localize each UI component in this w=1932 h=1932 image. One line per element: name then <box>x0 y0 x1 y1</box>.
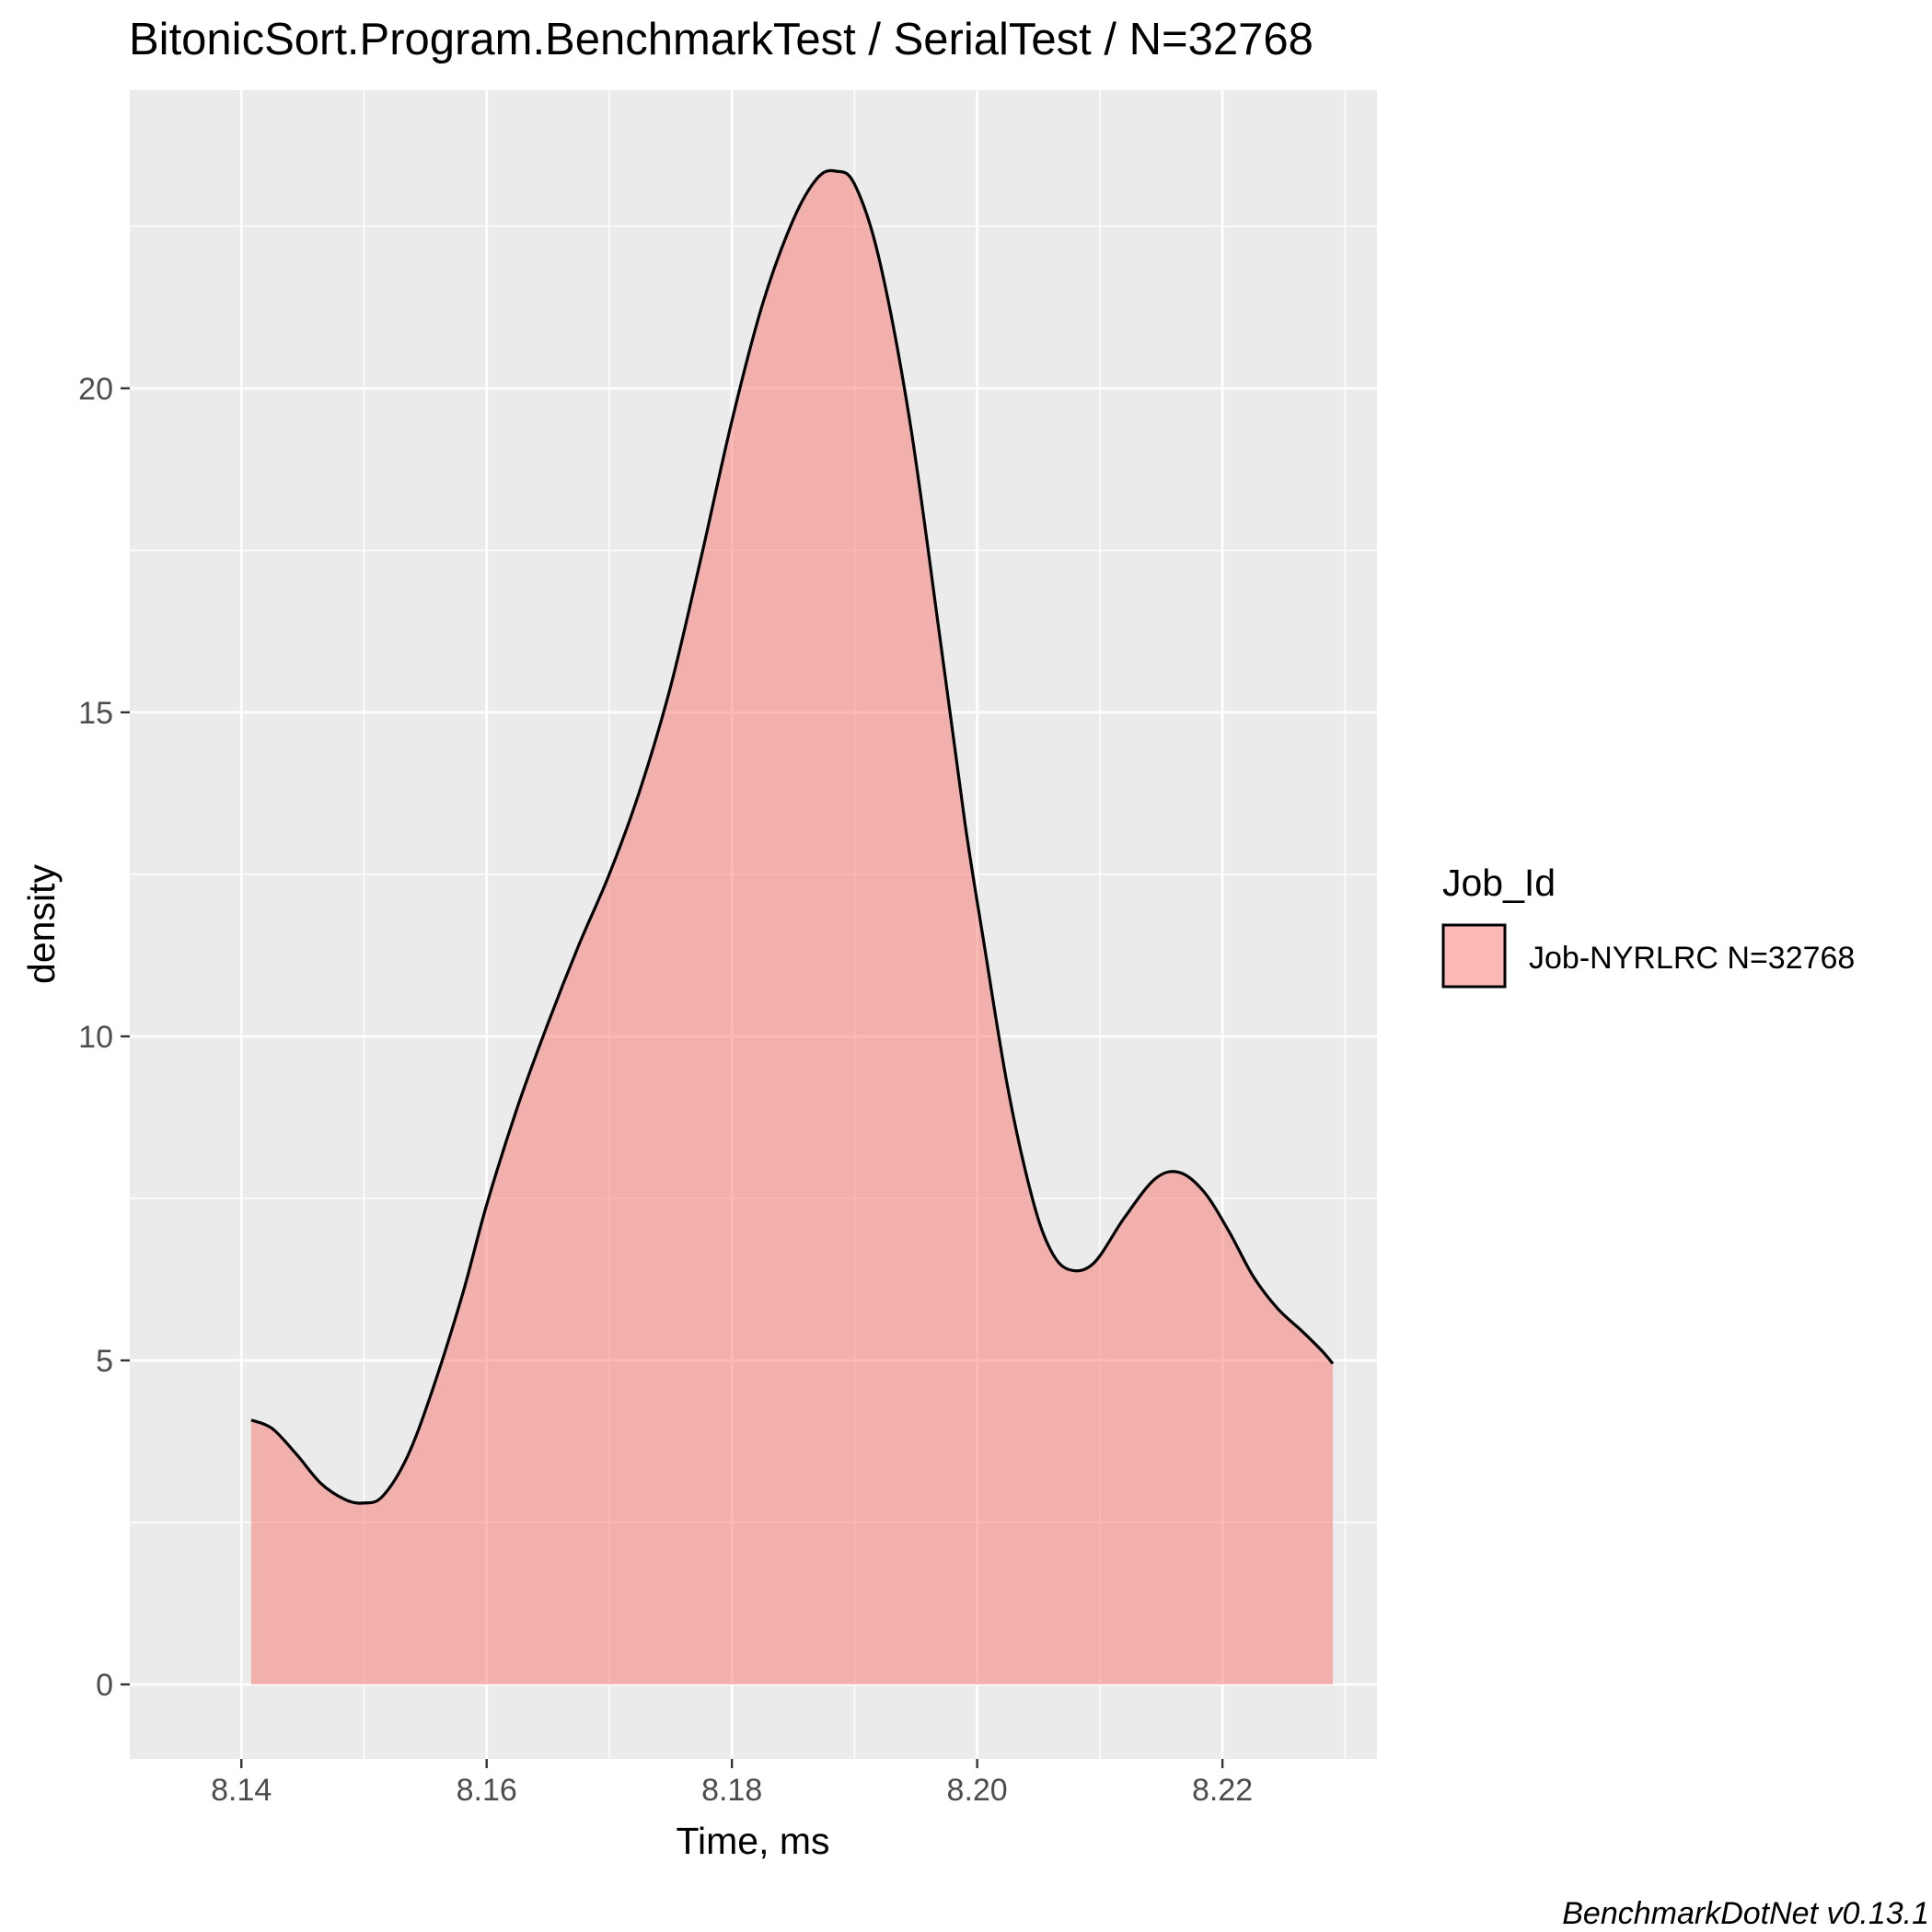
chart-caption: BenchmarkDotNet v0.13.1 <box>1562 1896 1929 1931</box>
y-tick-label: 0 <box>96 1668 113 1703</box>
y-tick-label: 5 <box>96 1344 113 1379</box>
x-axis-ticks: 8.14 8.16 8.18 8.20 8.22 <box>211 1759 1253 1808</box>
x-axis-title: Time, ms <box>676 1820 829 1862</box>
x-tick-label: 8.18 <box>701 1773 762 1808</box>
density-area <box>250 170 1333 1684</box>
y-tick-label: 10 <box>78 1020 113 1055</box>
x-tick-label: 8.20 <box>947 1773 1008 1808</box>
legend: Job_Id Job-NYRLRC N=32768 <box>1441 862 1855 989</box>
y-tick-label: 20 <box>78 372 113 407</box>
x-tick-label: 8.16 <box>457 1773 517 1808</box>
legend-title: Job_Id <box>1442 862 1556 904</box>
y-tick-label: 15 <box>78 696 113 731</box>
y-axis-title: density <box>20 864 63 984</box>
x-tick-label: 8.22 <box>1192 1773 1253 1808</box>
x-tick-label: 8.14 <box>211 1773 272 1808</box>
chart-title: BitonicSort.Program.BenchmarkTest / Seri… <box>129 15 1313 64</box>
y-axis-ticks: 0 5 10 15 20 <box>78 372 130 1703</box>
legend-entry-label: Job-NYRLRC N=32768 <box>1529 941 1855 976</box>
legend-key-swatch <box>1441 923 1507 989</box>
density-line <box>250 168 1335 1505</box>
